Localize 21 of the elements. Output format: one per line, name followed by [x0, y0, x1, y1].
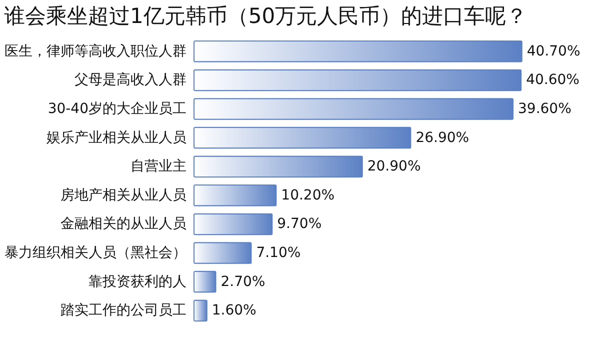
data-label: 39.60% [518, 101, 572, 117]
y-tick-label: 踏实工作的公司员工 [60, 302, 186, 319]
data-label: 10.20% [281, 187, 335, 204]
data-label: 20.90% [367, 158, 421, 175]
y-tick-label: 30-40岁的大企业员工 [48, 101, 186, 117]
data-label: 40.70% [526, 43, 580, 60]
y-tick-label: 自营业主 [130, 158, 186, 175]
chart-title: 谁会乘坐超过1亿元韩币（50万元人民币）的进口车呢？ [4, 4, 528, 28]
y-tick-label: 暴力组织相关人员（黑社会） [4, 245, 186, 261]
y-tick-label: 父母是高收入人群 [74, 72, 186, 88]
data-label: 1.60% [212, 302, 256, 319]
y-tick-label: 靠投资获利的人 [88, 274, 186, 290]
y-tick-label: 娱乐产业相关从业人员 [46, 130, 186, 146]
data-label: 2.70% [220, 274, 266, 290]
data-label: 7.10% [256, 245, 301, 261]
y-tick-label: 金融相关的从业人员 [60, 216, 186, 232]
data-label: 9.70% [277, 216, 322, 232]
y-tick-label: 房地产相关从业人员 [60, 187, 186, 204]
data-label: 40.60% [526, 72, 580, 88]
data-label: 26.90% [416, 130, 470, 146]
y-tick-label: 医生，律师等高收入职位人群 [4, 43, 186, 60]
